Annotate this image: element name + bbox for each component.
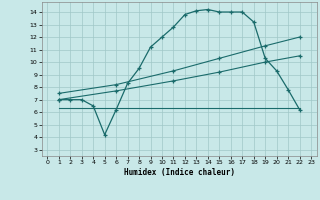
X-axis label: Humidex (Indice chaleur): Humidex (Indice chaleur) [124,168,235,177]
